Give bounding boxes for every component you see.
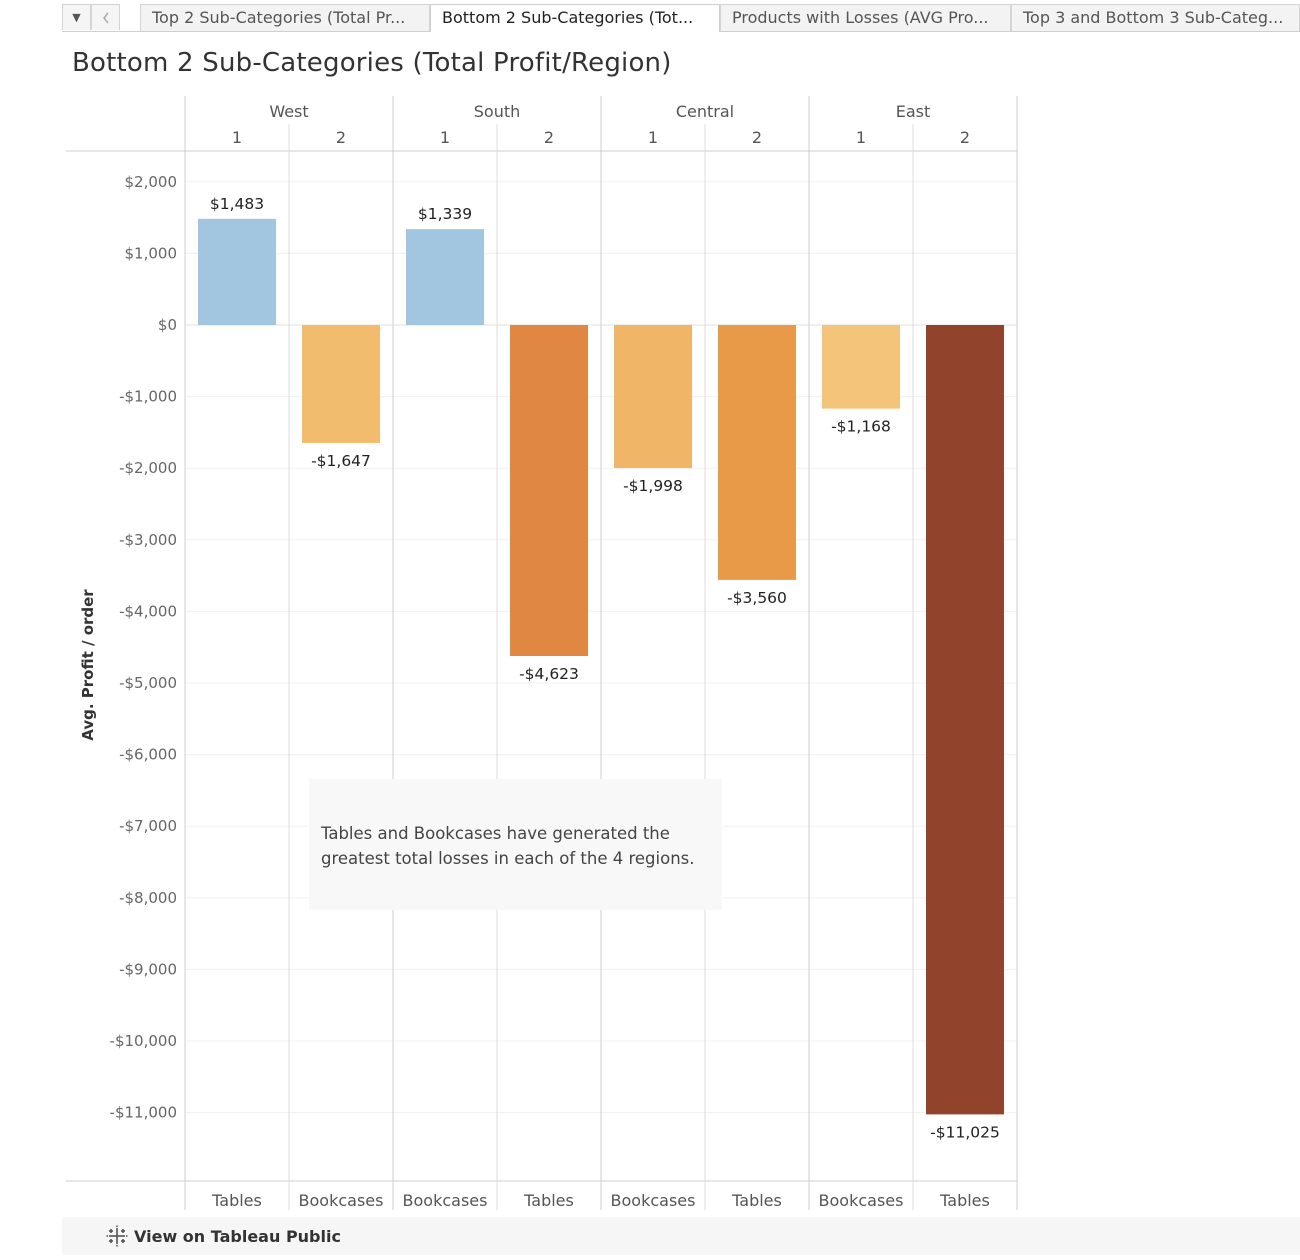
- data-label: -$3,560: [727, 589, 787, 607]
- footer-bar: View on Tableau Public: [62, 1217, 1300, 1255]
- y-tick-label: -$1,000: [119, 388, 177, 406]
- bar: [926, 325, 1004, 1115]
- y-tick-label: $2,000: [125, 173, 178, 191]
- annotation-box: Tables and Bookcases have generated the …: [309, 779, 722, 910]
- labels-layer: $2,000 $1,000 $0 -$1,000 -$2,000 -$3,000 -$4,0…: [110, 102, 1000, 1210]
- y-tick-label: -$6,000: [119, 746, 177, 764]
- y-axis-label: Avg. Profit / order: [79, 589, 97, 741]
- rank-header: 1: [232, 128, 242, 147]
- tab-top-3-and-bottom-3[interactable]: Top 3 and Bottom 3 Sub-Categ...: [1011, 4, 1300, 31]
- annotation-line-1: Tables and Bookcases have generated the: [321, 824, 670, 843]
- category-label: Bookcases: [299, 1191, 384, 1210]
- y-tick-label: -$8,000: [119, 889, 177, 907]
- data-label: -$4,623: [519, 665, 579, 683]
- y-tick-label: -$2,000: [119, 459, 177, 477]
- rank-header: 1: [648, 128, 658, 147]
- data-label: -$1,998: [623, 477, 683, 495]
- y-tick-label: -$10,000: [110, 1032, 177, 1050]
- y-tick-label: $1,000: [125, 244, 178, 262]
- view-on-tableau-public-link[interactable]: View on Tableau Public: [106, 1225, 341, 1247]
- rank-header: 2: [544, 128, 554, 147]
- category-label: Tables: [211, 1191, 262, 1210]
- bar: [510, 325, 588, 657]
- rank-header: 1: [440, 128, 450, 147]
- category-label: Tables: [731, 1191, 782, 1210]
- tab-top-2-sub-categories[interactable]: Top 2 Sub-Categories (Total Pr...: [140, 4, 430, 31]
- region-header: West: [269, 102, 308, 121]
- frame-layer: [66, 96, 1018, 1210]
- rank-header: 2: [960, 128, 970, 147]
- category-label: Bookcases: [611, 1191, 696, 1210]
- rank-header: 1: [856, 128, 866, 147]
- category-label: Bookcases: [819, 1191, 904, 1210]
- y-tick-label: -$11,000: [110, 1104, 177, 1122]
- page-title: Bottom 2 Sub-Categories (Total Profit/Re…: [72, 48, 672, 78]
- data-label: -$1,168: [831, 418, 891, 436]
- region-header: Central: [676, 102, 734, 121]
- bar: [614, 325, 692, 469]
- tableau-logo-icon: [106, 1225, 128, 1247]
- category-label: Bookcases: [403, 1191, 488, 1210]
- rank-header: 2: [752, 128, 762, 147]
- data-label: $1,339: [418, 205, 472, 223]
- region-header: South: [474, 102, 521, 121]
- region-header: East: [896, 102, 931, 121]
- y-tick-label: -$3,000: [119, 531, 177, 549]
- tab-products-with-losses[interactable]: Products with Losses (AVG Pro...: [720, 4, 1011, 31]
- data-label: -$1,647: [311, 452, 371, 470]
- category-label: Tables: [939, 1191, 990, 1210]
- chevron-left-icon[interactable]: [91, 4, 120, 30]
- bar: [302, 325, 380, 443]
- y-tick-label: -$4,000: [119, 602, 177, 620]
- tab-bottom-2-sub-categories[interactable]: Bottom 2 Sub-Categories (Tot...: [430, 4, 720, 32]
- caret-down-icon[interactable]: ▼: [62, 4, 91, 30]
- category-label: Tables: [523, 1191, 574, 1210]
- bar: [822, 325, 900, 409]
- data-label: -$11,025: [930, 1123, 1000, 1141]
- bar: [198, 218, 276, 325]
- y-tick-label: -$7,000: [119, 817, 177, 835]
- rank-header: 2: [336, 128, 346, 147]
- sheet-tab-bar: ▼ Top 2 Sub-Categories (Total Pr... Bott…: [62, 4, 1300, 32]
- y-tick-label: -$5,000: [119, 674, 177, 692]
- bar: [406, 229, 484, 325]
- bar: [718, 325, 796, 580]
- annotation-line-2: greatest total losses in each of the 4 r…: [321, 849, 695, 868]
- y-tick-label: -$9,000: [119, 960, 177, 978]
- footer-link-label: View on Tableau Public: [134, 1226, 341, 1246]
- data-label: $1,483: [210, 195, 264, 213]
- bars-layer: [198, 218, 1004, 1115]
- y-tick-label: $0: [158, 316, 177, 334]
